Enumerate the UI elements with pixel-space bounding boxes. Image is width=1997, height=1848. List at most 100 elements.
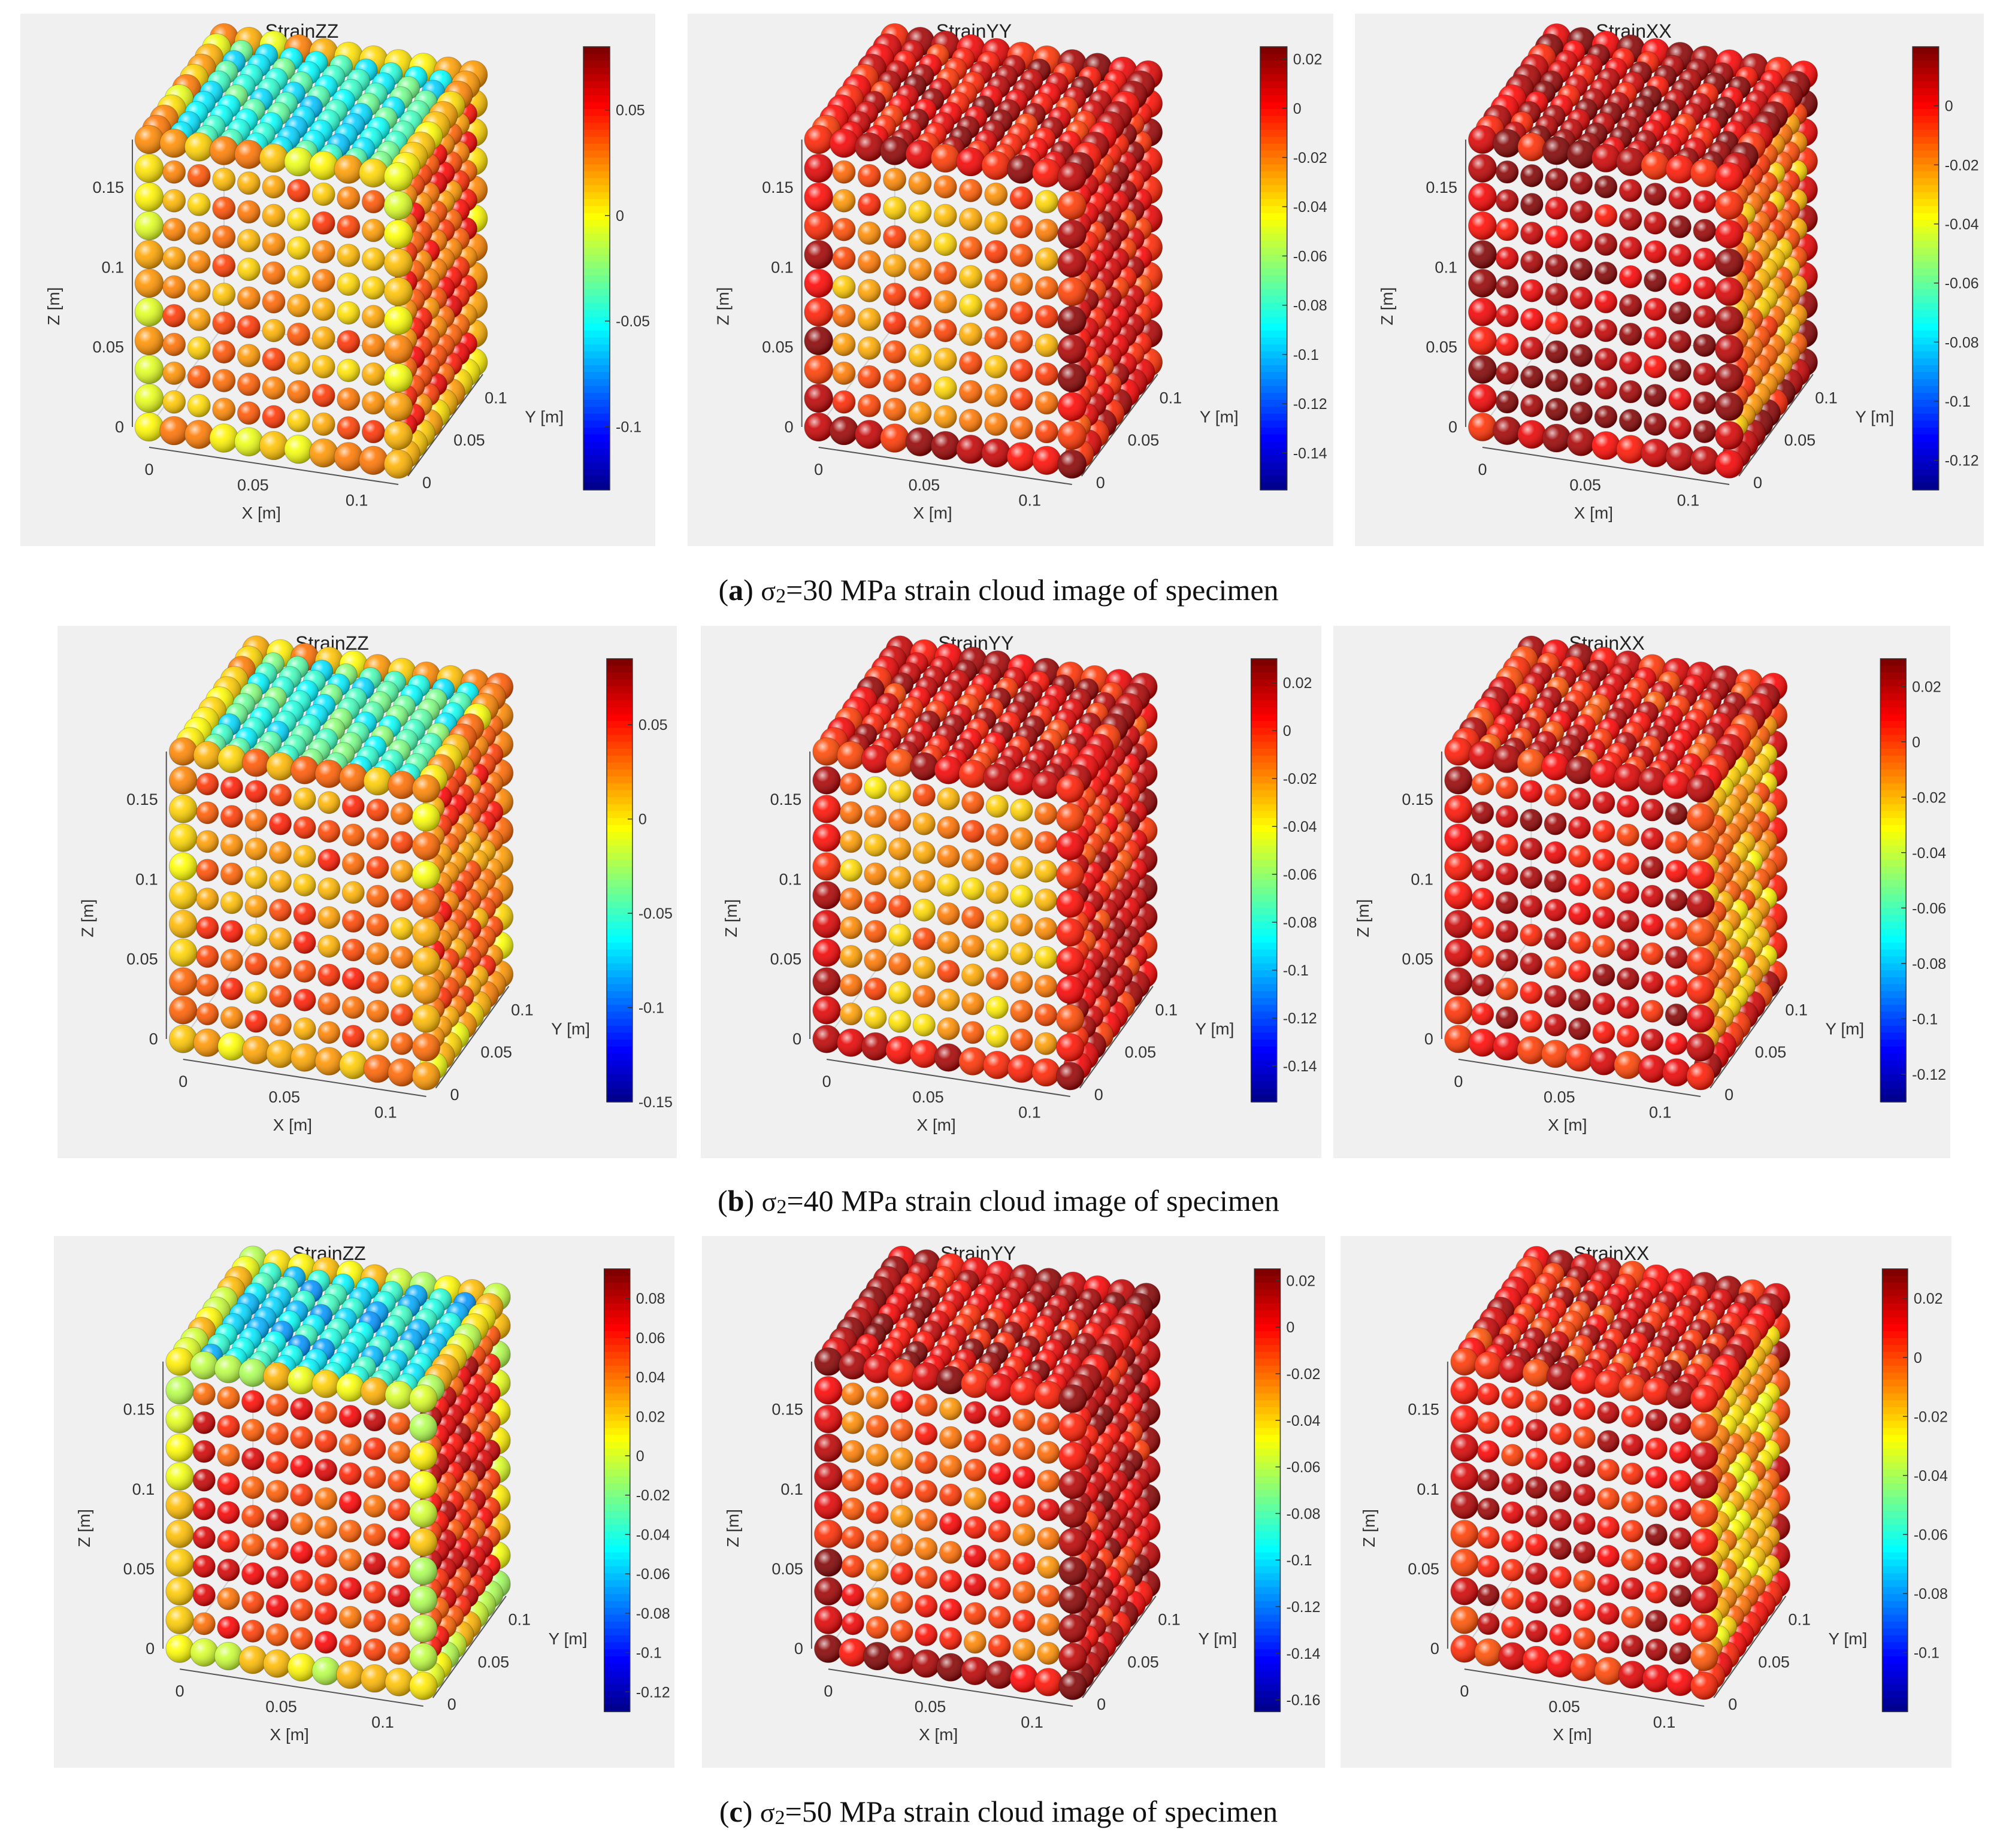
data-point-shading [162,160,186,184]
data-point-shading [1641,438,1669,467]
colorbar-segment [583,448,610,456]
data-point-shading [391,889,413,911]
colorbar-tick-label: -0.1 [639,1000,664,1017]
data-point-shading [1010,244,1033,267]
data-point-shading [1444,852,1472,881]
data-point-shading [294,960,316,983]
data-point-shading [1035,247,1058,271]
data-point-shading [135,211,164,240]
colorbar-tick-label: -0.14 [1283,1058,1317,1075]
data-point-shading [908,315,931,338]
colorbar-segment [583,254,610,262]
colorbar-segment [606,935,633,944]
data-point-shading [187,250,211,274]
colorbar-segment [606,922,633,929]
colorbar-segment [606,825,633,833]
data-point-shading [1715,249,1744,277]
x-tick-label: 0 [814,461,823,478]
data-point-shading [362,276,385,299]
colorbar-segment [1913,323,1939,332]
colorbar-segment [583,109,610,117]
data-point-shading [196,830,219,853]
data-point-shading [1668,272,1692,296]
data-point-shading [187,337,211,360]
colorbar-border [1880,658,1907,1102]
data-point-shading [1644,326,1667,350]
data-point-shading [1034,860,1057,883]
colorbar-segment [1260,185,1287,193]
data-point-shading [262,319,285,342]
data-point-shading [1693,219,1716,242]
y-tick-label: 0 [1724,1086,1733,1104]
colorbar-segment [1260,337,1287,346]
colorbar-segment [1913,47,1939,54]
data-point-shading [1468,413,1497,441]
data-point-shading [237,229,261,252]
data-point-shading [212,340,235,363]
colorbar-segment [1880,998,1907,1006]
colorbar-segment [1251,735,1277,743]
colorbar-segment [1260,123,1287,131]
data-point-shading [913,870,936,893]
colorbar-segment [1913,448,1939,456]
colorbar-segment [1260,434,1287,443]
sphere-cloud [165,1246,511,1700]
data-point-shading [334,154,363,184]
data-point-shading [1544,928,1567,950]
colorbar-segment [1913,302,1939,311]
data-point-shading [1693,334,1716,357]
data-point-shading [1619,323,1642,346]
data-point-shading [187,222,211,245]
data-point-shading [934,290,957,313]
data-point-shading [1007,1055,1036,1083]
colorbar-segment [1880,700,1907,708]
data-point-shading [294,845,316,868]
colorbar-segment [1260,393,1287,401]
colorbar-segment [1880,977,1907,985]
data-point-shading [934,405,957,428]
data-point-shading [337,186,360,210]
colorbar-tick-label: -0.12 [1912,1067,1946,1083]
colorbar-segment [1260,157,1287,165]
colorbar-segment [606,1011,633,1020]
data-point-shading [366,914,389,937]
colorbar-segment [1251,880,1277,888]
colorbar-segment [1260,220,1287,228]
y-axis-line [407,374,483,477]
colorbar-segment [1260,483,1287,490]
y-axis-line [435,986,510,1089]
colorbar-tick-label: 0 [1945,98,1953,115]
data-point-shading [384,450,413,478]
colorbar-segment [1880,776,1907,784]
data-point-shading [1666,443,1695,471]
data-point-shading [184,420,214,449]
data-point-shading [1568,845,1591,868]
colorbar-segment [1880,728,1907,736]
data-point-shading [391,802,413,825]
colorbar-segment [1260,205,1287,214]
z-tick-label: 0 [146,1640,155,1658]
colorbar-segment [606,873,633,881]
data-point-shading [1007,767,1036,795]
colorbar-segment [1913,268,1939,276]
colorbar-segment [583,372,610,380]
data-point-shading [412,918,440,947]
data-point-shading [984,326,1007,350]
data-point-shading [1594,262,1617,284]
colorbar-segment [1260,234,1287,241]
data-point-shading [1545,311,1568,335]
colorbar-segment [606,686,633,694]
y-tick-label: 0 [1094,1086,1103,1104]
data-point-shading [212,369,235,392]
colorbar-segment [1251,984,1277,992]
z-tick-label: 0.05 [92,338,124,356]
colorbar-segment [583,268,610,276]
data-point-shading [237,344,261,367]
colorbar-segment [606,1039,633,1047]
axis-box-line [149,325,225,428]
data-point-shading [931,431,960,460]
data-point-shading [196,772,219,795]
colorbar-segment [1260,81,1287,89]
data-point-shading [984,240,1007,263]
colorbar-segment [1880,817,1907,826]
